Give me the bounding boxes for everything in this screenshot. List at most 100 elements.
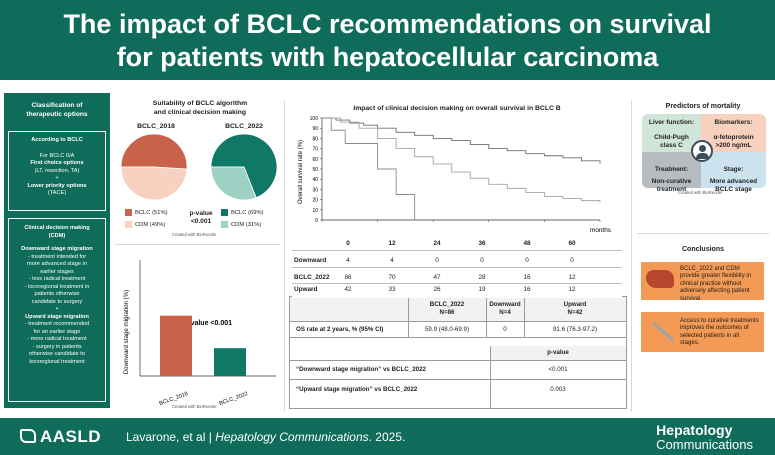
os-value: 59.9 (48.0-69.9) [424,326,470,333]
bclc-line: (LT, resection, TA) [34,167,80,174]
km-month: 12 [388,240,396,247]
os-hline [290,337,626,338]
conclusion-text: BCLC_2022 and CDM provide greater flexib… [680,266,752,302]
conclusion-2: Access to curative treatments improves t… [641,312,764,352]
biorender-credit: Created with BioRender [172,232,217,237]
km-row-label: Upward [294,286,318,293]
conclusion-1: BCLC_2022 and CDM provide greater flexib… [641,262,764,302]
cdm-heading: (CDM) [48,232,66,239]
km-value: 16 [523,274,531,281]
aasld-logo-icon [20,429,36,443]
quadrant-body: >200 ng/mL [715,142,752,149]
km-y-tick-label: 30 [312,187,318,193]
km-value: 12 [568,274,576,281]
km-row-label: Downward [294,257,327,264]
legend-label: BCLC (51%) [135,209,168,216]
legend-swatch [221,221,228,228]
suitability-title: Suitability of BCLC algorithm and clinic… [120,99,280,117]
os-hline [290,360,626,361]
km-value: 28 [478,274,486,281]
title-line-2: for patients with hepatocellular carcino… [116,42,659,72]
footer-banner: AASLD Lavarone, et al | Hepatology Commu… [0,418,775,455]
legend-bclc-2022: BCLC (69%) [221,209,264,216]
pie-pvalue: p-value <0.001 [186,210,216,226]
quadrant-stage: Stage: More advanced BCLC stage [701,152,766,193]
km-series [322,117,601,220]
citation-year: . 2025. [368,430,406,444]
km-month: 0 [346,240,350,247]
bar-y-label: Downward stage migration (%) [123,290,130,375]
os-value: 0 [503,326,507,333]
os-col-downward: Downward N=4 [486,301,524,317]
km-divider [292,267,622,268]
quadrant-liver-function: Liver function: Child-Pugh class C [642,114,701,152]
divider [115,244,280,245]
km-row-upward-visible: Upward 42 33 26 19 16 12 [292,286,622,298]
pie-slice [120,133,188,170]
km-value: 0 [570,257,574,264]
quadrant-heading: Stage: [723,166,744,173]
aasld-logo-text: AASLD [40,427,102,446]
bclc-plus: + [55,175,59,181]
quadrant-body: BCLC stage [715,186,752,193]
os-header-bg [290,297,626,321]
km-curve-downward [322,117,416,220]
km-value: 70 [388,274,396,281]
cdm-line: candidate to surgery [31,298,83,305]
syringe-icon [652,321,674,342]
os-cmp-p: 0.003 [550,386,566,393]
journal-logo-line: Communications [656,437,753,452]
journal-logo-line: Hepatology [656,422,733,438]
os-cmp-p: <0.001 [548,366,568,373]
km-y-tick-label: 80 [312,136,318,142]
legend-label: BCLC (69%) [231,209,264,216]
km-value: 0 [525,257,529,264]
km-months-row: 0 12 24 36 48 60 [292,237,622,251]
predictors-title: Predictors of mortality [665,103,741,110]
cdm-line: - treatment intended for [27,253,87,260]
legend-swatch [221,209,228,216]
pvalue-line: p-value [189,210,213,217]
legend-label: CDM (31%) [231,221,262,228]
km-value: 19 [478,286,486,293]
km-y-label: Overall survival rate (%) [298,140,304,204]
km-x-label: months [590,227,611,234]
km-y-tick-label: 10 [312,208,318,214]
citation: Lavarone, et al | Hepatology Communicati… [126,430,405,444]
quadrant-heading: Biomarkers: [714,119,753,126]
os-cmp-label: “Upward stage migration” vs BCLC_2022 [296,386,418,393]
page-title: The impact of BCLC recommendations on su… [0,8,775,74]
biorender-credit: Created with BioRender [678,190,723,195]
km-month: 36 [478,240,486,247]
bar [160,315,192,376]
km-y-tick-label: 40 [312,177,318,183]
cdm-line: locoregional treatment [29,358,85,365]
os-table: BCLC_2022 N=86 Downward N=4 Upward N=42 … [289,296,627,409]
cdm-plus: + [55,306,59,312]
bclc-line: (TACE) [47,190,67,196]
liver-icon [646,270,674,288]
pie-slice [120,166,188,201]
km-month: 60 [568,240,576,247]
quadrant-heading: Treatment: [654,166,689,173]
pvalue-line: <0.001 [190,218,212,225]
km-curve-upward [322,117,601,164]
citation-separator: | [208,430,212,444]
suitability-title-line: Suitability of BCLC algorithm [152,100,248,107]
cdm-line: for an earlier stage [33,328,81,335]
km-month: 48 [523,240,531,247]
os-pval-head: p-value [547,349,569,356]
pie2-label: BCLC_2022 [225,123,263,130]
bclc-line: For BCLC 0/A [39,152,75,159]
downward-title: Downward stage migration [21,246,93,252]
km-value: 86 [344,274,352,281]
pie-2022 [210,133,278,201]
citation-authors: Lavarone, et al [126,430,206,444]
upward-title: Upward stage migration [25,313,89,320]
km-y-tick-label: 50 [312,167,318,173]
legend-bclc-2018: BCLC (51%) [125,209,168,216]
classification-title: Classification of therapeutic options [4,101,110,119]
downward-bar-chart: Downward stage migration (%) p-value <0.… [123,260,276,407]
os-col-n: N=86 [439,309,455,316]
legend-label: CDM (49%) [135,221,166,228]
